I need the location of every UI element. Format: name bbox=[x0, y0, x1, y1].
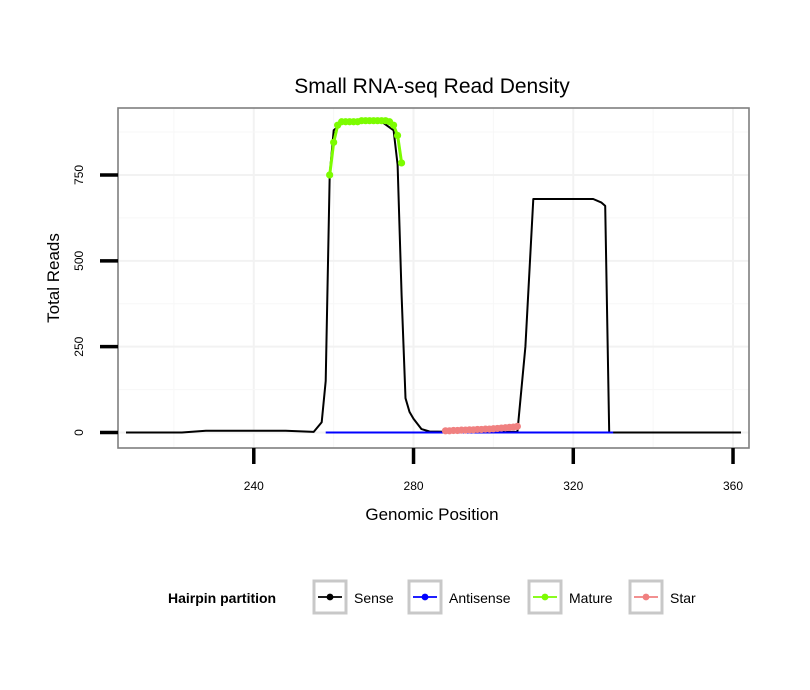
axes: 240 280 320 360 0 250 500 750 bbox=[72, 165, 743, 493]
legend-entry-star: Star bbox=[628, 579, 696, 615]
legend-key-point bbox=[541, 593, 549, 601]
legend: Hairpin partition Sense Antisense Mature St… bbox=[168, 579, 696, 615]
y-tick-label: 750 bbox=[72, 165, 86, 185]
x-axis-title: Genomic Position bbox=[365, 505, 498, 524]
x-tick-label: 320 bbox=[563, 479, 583, 493]
legend-entry-antisense: Antisense bbox=[407, 579, 511, 615]
x-tick-label: 360 bbox=[723, 479, 743, 493]
legend-key-point bbox=[421, 593, 429, 601]
x-tick-label: 240 bbox=[244, 479, 264, 493]
star-point bbox=[513, 422, 521, 430]
legend-label-antisense: Antisense bbox=[449, 590, 511, 606]
legend-title: Hairpin partition bbox=[168, 590, 276, 606]
legend-label-mature: Mature bbox=[569, 590, 613, 606]
legend-label-sense: Sense bbox=[354, 590, 394, 606]
legend-entry-mature: Mature bbox=[527, 579, 613, 615]
y-tick-label: 500 bbox=[72, 250, 86, 270]
series-star bbox=[441, 422, 521, 435]
mature-point bbox=[326, 171, 334, 179]
sense-line bbox=[126, 120, 741, 434]
mature-point bbox=[330, 138, 338, 146]
legend-key-point bbox=[326, 593, 334, 601]
series-mature bbox=[326, 117, 406, 179]
panel-border bbox=[117, 107, 750, 449]
series-layer bbox=[126, 117, 741, 435]
series-sense bbox=[126, 120, 741, 434]
legend-entry-sense: Sense bbox=[312, 579, 394, 615]
mature-point bbox=[397, 159, 406, 167]
chart-title: Small RNA-seq Read Density bbox=[294, 75, 570, 98]
x-tick-label: 280 bbox=[404, 479, 424, 493]
y-tick-label: 0 bbox=[72, 429, 86, 436]
mature-point bbox=[393, 131, 402, 140]
mature-point bbox=[389, 121, 398, 129]
legend-label-star: Star bbox=[670, 590, 696, 606]
legend-key-point bbox=[642, 593, 650, 601]
y-tick-label: 250 bbox=[72, 336, 86, 356]
y-axis-title: Total Reads bbox=[44, 233, 63, 323]
